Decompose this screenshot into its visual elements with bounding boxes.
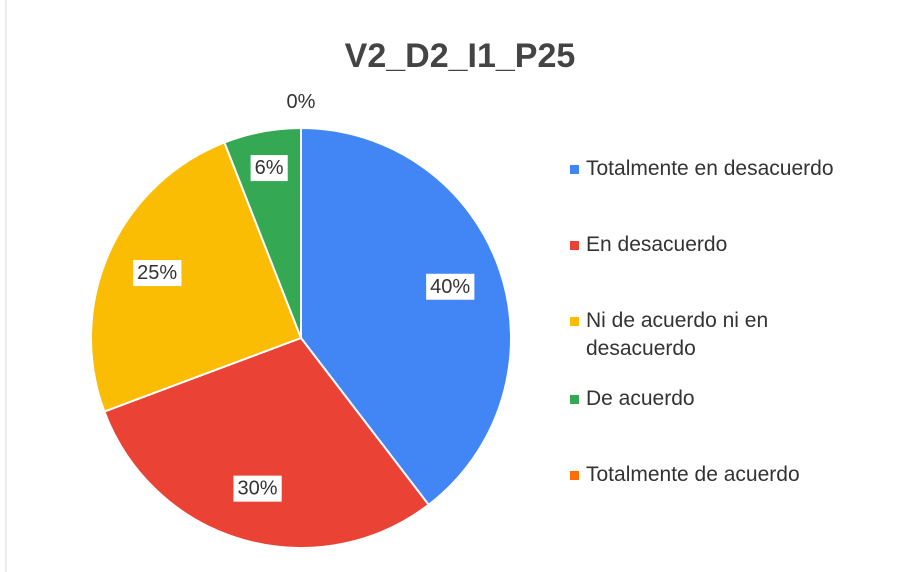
legend-label: En desacuerdo xyxy=(586,233,728,256)
legend-swatch xyxy=(570,317,579,326)
legend-label: Ni de acuerdo ni en desacuerdo xyxy=(586,309,769,360)
legend-swatch xyxy=(570,165,579,174)
legend-swatch xyxy=(570,241,579,250)
data-label: 6% xyxy=(255,157,284,179)
chart-title: V2_D2_I1_P25 xyxy=(345,37,576,75)
legend-swatch xyxy=(570,471,579,480)
legend-label: Totalmente en desacuerdo xyxy=(586,157,834,180)
legend-item: Totalmente en desacuerdo xyxy=(566,155,886,231)
data-label: 25% xyxy=(137,262,177,284)
legend: Totalmente en desacuerdo En desacuerdo Ni … xyxy=(566,155,886,537)
pie-slice xyxy=(103,336,431,549)
legend-swatch xyxy=(570,395,579,404)
data-label: 0% xyxy=(287,91,316,113)
legend-item: Totalmente de acuerdo xyxy=(566,461,886,537)
legend-label: Totalmente de acuerdo xyxy=(586,463,800,486)
data-label-box xyxy=(250,155,288,182)
legend-label: De acuerdo xyxy=(586,387,695,410)
legend-item: Ni de acuerdo ni en desacuerdo xyxy=(566,307,886,385)
pie-slice xyxy=(90,141,303,413)
legend-item: De acuerdo xyxy=(566,385,886,461)
data-label-box xyxy=(233,475,282,502)
data-label-box xyxy=(133,260,182,287)
data-label: 30% xyxy=(237,478,277,500)
pie-slice xyxy=(300,126,512,507)
data-label: 40% xyxy=(430,276,470,298)
data-label-box xyxy=(426,273,475,300)
legend-item: En desacuerdo xyxy=(566,231,886,307)
